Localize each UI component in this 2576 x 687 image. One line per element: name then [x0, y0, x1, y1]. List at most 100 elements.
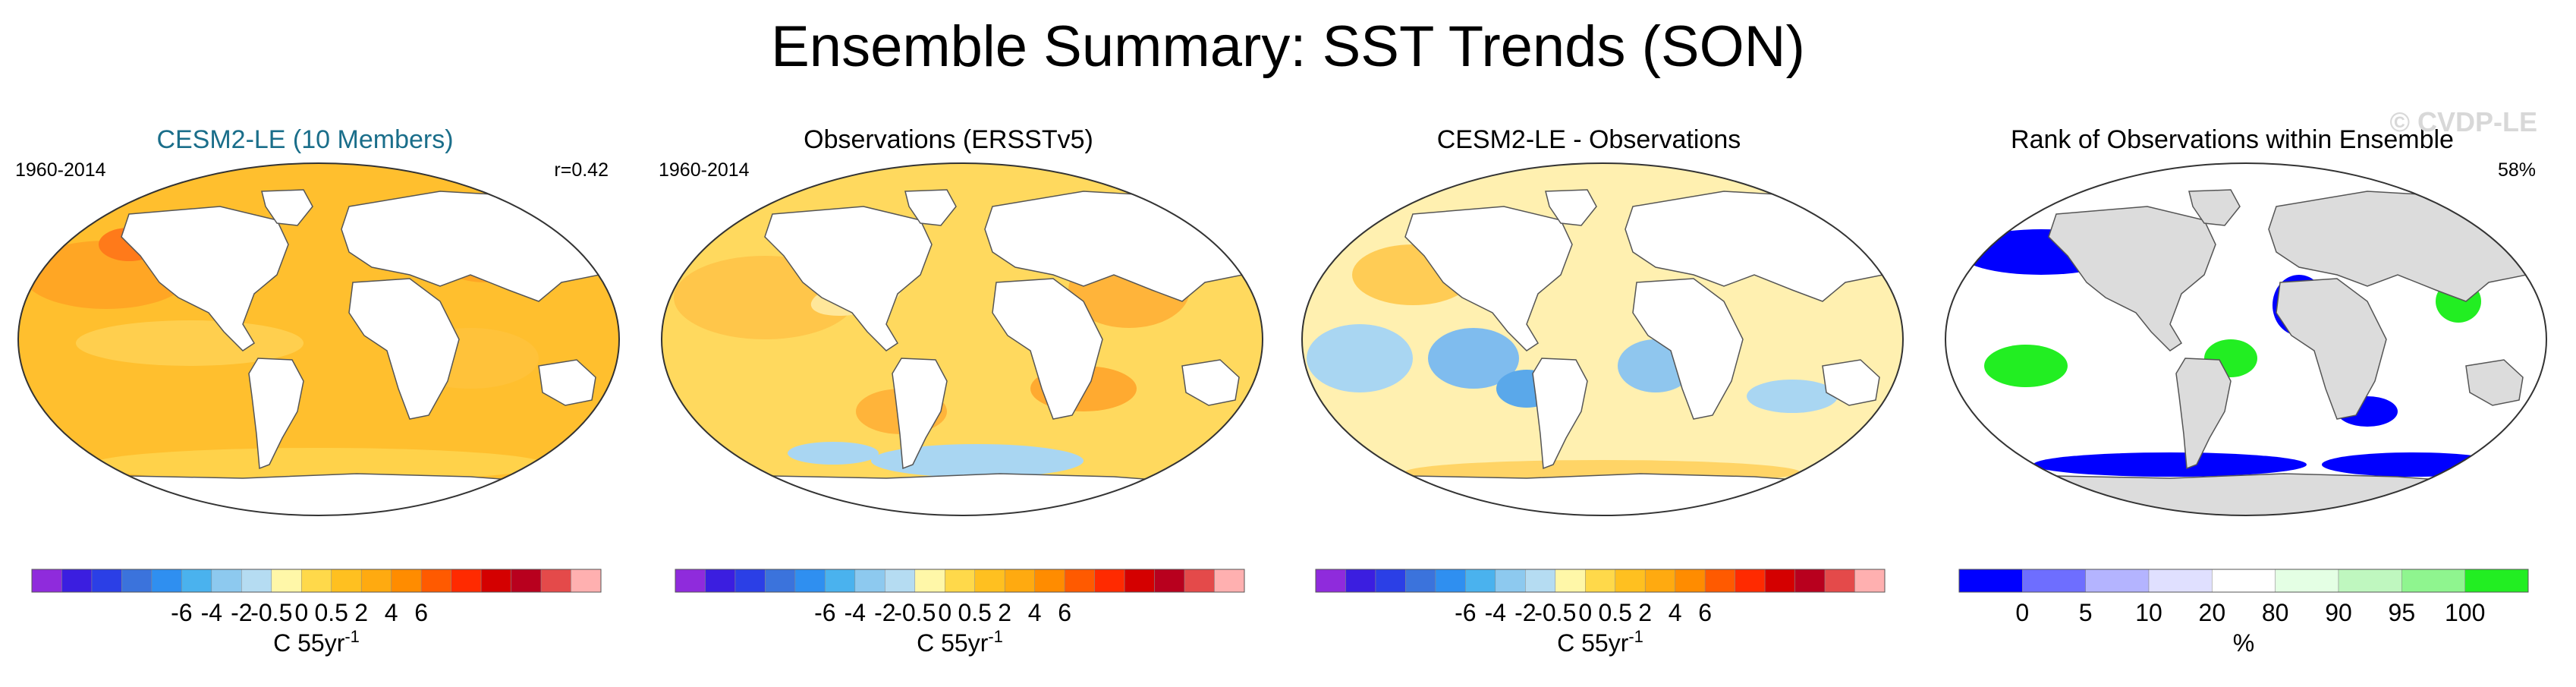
panel-title: CESM2-LE - Observations — [1436, 125, 1741, 154]
colorbar-box — [540, 569, 571, 593]
colorbar-box — [1525, 569, 1556, 593]
colorbar-box — [914, 569, 945, 593]
colorbar-box — [1004, 569, 1035, 593]
map-border — [661, 162, 1263, 516]
land-greenland — [904, 189, 957, 226]
colorbar-tick-label: 4 — [1669, 599, 1682, 626]
colorbar-tick-label: -0.5 — [894, 599, 936, 626]
land-africa — [2276, 278, 2387, 420]
land-antarctica — [687, 473, 1237, 515]
colorbar-box — [1794, 569, 1826, 593]
colorbar-box — [331, 569, 362, 593]
land-antarctica — [44, 473, 593, 515]
map-border — [17, 162, 620, 516]
colorbar-tick-label: 20 — [2199, 599, 2226, 626]
land-southAmerica — [892, 358, 948, 470]
panel-title: Observations (ERSSTv5) — [804, 125, 1093, 154]
colorbar-box — [885, 569, 916, 593]
colorbar-tick-label: 6 — [1058, 599, 1071, 626]
colorbar-tick-label: 2 — [1638, 599, 1652, 626]
colorbar-tick-label: 90 — [2325, 599, 2352, 626]
colorbar-box — [1615, 569, 1646, 593]
panel-obs: Observations (ERSSTv5) 1960-2014 -6 -4 -2 -0.… — [645, 114, 1282, 683]
colorbar-frame — [675, 569, 1245, 593]
colorbar-box — [1824, 569, 1855, 593]
colorbar-tick-label: 0.5 — [958, 599, 991, 626]
colorbar-box — [1704, 569, 1735, 593]
colorbar-tick-label: 0 — [1578, 599, 1592, 626]
colorbar-box — [271, 569, 302, 593]
stat-label: 58% — [2497, 159, 2536, 181]
colorbar-tick-label: -0.5 — [1534, 599, 1576, 626]
panel-title: Rank of Observations within Ensemble — [2011, 125, 2454, 154]
colorbar-box — [391, 569, 422, 593]
colorbar-units-superscript: -1 — [1628, 627, 1643, 646]
colorbar-box — [705, 569, 736, 593]
colorbar-units-superscript: -1 — [988, 627, 1003, 646]
period-label: 1960-2014 — [659, 159, 750, 181]
colorbar-box — [420, 569, 451, 593]
colorbar-box — [1764, 569, 1795, 593]
colorbar-tick-label: -0.5 — [250, 599, 292, 626]
colorbar-tick-label: 5 — [2079, 599, 2093, 626]
colorbar-tick-label: 4 — [385, 599, 398, 626]
land-northAmerica — [1404, 206, 1573, 351]
colorbar-tick-label: -4 — [845, 599, 866, 626]
colorbar-units-superscript: -1 — [344, 627, 360, 646]
colorbar-box — [241, 569, 272, 593]
land-southAmerica — [2175, 358, 2232, 470]
map-border — [1945, 162, 2547, 516]
colorbar-box — [765, 569, 796, 593]
colorbar-tick-label: 0 — [938, 599, 951, 626]
colorbar-tick-label: 100 — [2445, 599, 2485, 626]
south-pacific-cool — [1428, 328, 1519, 389]
watermark: © CVDP-LE — [2389, 106, 2537, 137]
colorbar-box — [825, 569, 856, 593]
map-field — [1945, 163, 2546, 515]
colorbar-box — [945, 569, 975, 593]
map-border — [1301, 162, 1904, 516]
colorbar-tick-label: 6 — [414, 599, 428, 626]
colorbar-box — [480, 569, 511, 593]
colorbar-units: C 55yr-1 — [273, 627, 360, 657]
colorbar-tick-label: 10 — [2135, 599, 2162, 626]
colorbar-tick-label: -2 — [874, 599, 895, 626]
land-northAmerica — [121, 206, 289, 351]
colorbar-box — [1345, 569, 1376, 593]
colorbar-box — [1585, 569, 1615, 593]
land-antarctica — [1971, 473, 2521, 515]
colorbar-box — [1034, 569, 1065, 593]
colorbar-rank: 0 5 10 20 80 90 95 100% — [1958, 569, 2529, 657]
colorbar-frame — [1315, 569, 1886, 593]
colorbar-units: C 55yr-1 — [917, 627, 1003, 657]
colorbar-cesm2: -6 -4 -2-0.5 0 0.5 2 4 6 C 55yr-1 — [31, 569, 602, 657]
land-africa — [348, 278, 460, 420]
land-antarctica — [1328, 473, 1877, 515]
colorbar-frame — [31, 569, 602, 593]
colorbar-tick-label: -2 — [1514, 599, 1536, 626]
colorbar-box — [1495, 569, 1526, 593]
colorbar-tick-label: -2 — [231, 599, 252, 626]
colorbar-box — [1958, 569, 2023, 593]
colorbar-box — [1124, 569, 1155, 593]
colorbar-box — [1064, 569, 1095, 593]
colorbar-diff: -6 -4 -2-0.5 0 0.5 2 4 6 C 55yr-1 — [1315, 569, 1886, 657]
panel-cesm2: CESM2-LE (10 Members) 1960-2014 r=0.42 -6 -4… — [2, 114, 639, 683]
colorbar-box — [1405, 569, 1436, 593]
colorbar-tick-label: 6 — [1698, 599, 1712, 626]
land-africa — [1632, 278, 1744, 420]
southern-ocean-band — [91, 448, 546, 481]
colorbar-box — [1644, 569, 1675, 593]
colorbar-units: C 55yr-1 — [1557, 627, 1643, 657]
panel-rank: Rank of Observations within Ensemble 58% ©… — [1929, 106, 2566, 683]
colorbar-tick-label: 0.5 — [1598, 599, 1631, 626]
colorbar-box — [301, 569, 332, 593]
land-southAmerica — [248, 358, 304, 470]
colorbar-box — [451, 569, 482, 593]
map-rank — [1945, 162, 2547, 516]
colorbar-tick-label: -6 — [171, 599, 192, 626]
colorbar-box — [211, 569, 242, 593]
colorbar-box — [511, 569, 542, 593]
colorbar-tick-label: 80 — [2262, 599, 2289, 626]
colorbar-box — [571, 569, 602, 593]
